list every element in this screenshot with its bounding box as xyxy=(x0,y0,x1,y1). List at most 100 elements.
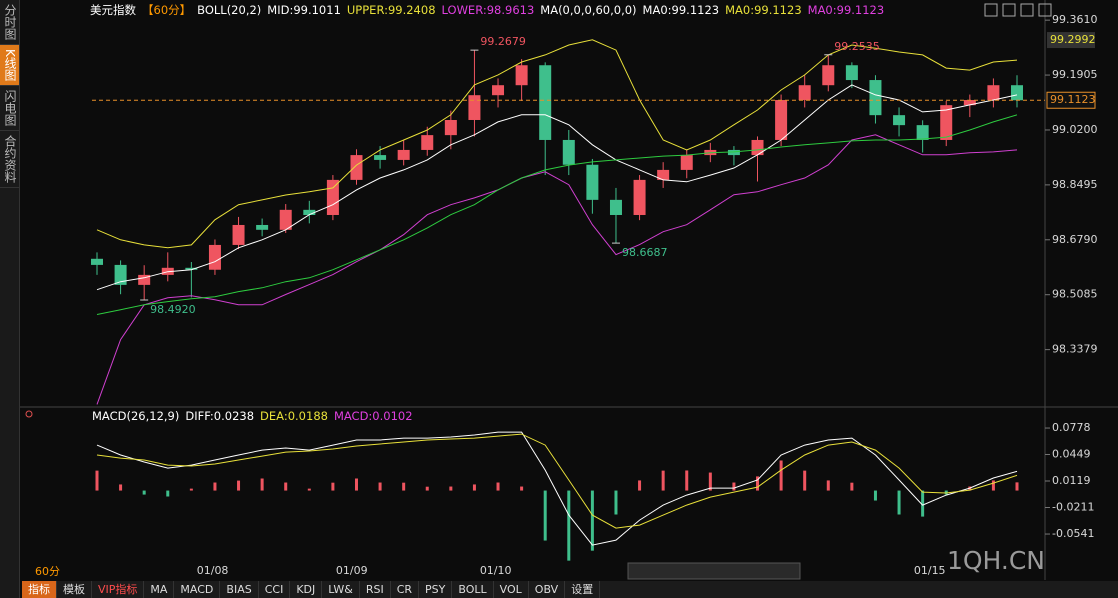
candle-body xyxy=(326,179,339,215)
x-tick-label: 01/08 xyxy=(197,564,229,577)
macd-bar xyxy=(425,486,429,491)
toolbar-button[interactable]: KDJ xyxy=(290,581,323,598)
toolbar-button[interactable]: 模板 xyxy=(57,581,92,598)
candle-body xyxy=(893,115,906,126)
macd-bar xyxy=(614,490,618,515)
header-item: MA0:99.1123 xyxy=(725,3,802,17)
macd-bar xyxy=(284,482,288,491)
candle-body xyxy=(279,209,292,230)
indicator-line xyxy=(96,134,1018,405)
candle-body xyxy=(256,224,269,230)
macd-bar xyxy=(850,482,854,491)
watermark: 1QH.CN xyxy=(947,546,1045,575)
y-tick-label: -0.0211 xyxy=(1052,501,1094,514)
candle-body xyxy=(845,65,858,81)
candle-body xyxy=(421,135,434,150)
macd-bar xyxy=(354,478,358,491)
candle-body xyxy=(138,274,151,285)
y-tick-label: 99.1905 xyxy=(1052,68,1098,81)
header-item: MACD:0.0102 xyxy=(333,409,413,423)
macd-bar xyxy=(95,470,99,491)
indicator-line xyxy=(96,39,1018,249)
candle-body xyxy=(916,125,929,140)
indicator-line xyxy=(96,84,1018,291)
toolbar-button[interactable]: CCI xyxy=(259,581,291,598)
candle-body xyxy=(586,164,599,200)
macd-bar xyxy=(402,482,406,491)
extreme-label: 98.6687 xyxy=(622,246,668,259)
y-tick-label: 98.3379 xyxy=(1052,343,1098,356)
macd-bar xyxy=(779,460,783,491)
side-tab[interactable]: 分时图 xyxy=(0,0,19,45)
sidebar: 分时图 K线图 闪电图 合约资料 xyxy=(0,0,20,598)
y-tick-label: 0.0119 xyxy=(1052,474,1091,487)
side-tab[interactable]: 合约资料 xyxy=(0,131,19,188)
macd-bar xyxy=(708,472,712,491)
y-tick-label: 98.5085 xyxy=(1052,288,1098,301)
candle-body xyxy=(657,169,670,180)
toolbar-button[interactable]: OBV xyxy=(529,581,566,598)
toolbar-button[interactable]: 设置 xyxy=(565,581,601,598)
macd-bar xyxy=(732,482,736,491)
macd-bar xyxy=(661,470,665,491)
toolbar-button[interactable]: BOLL xyxy=(452,581,494,598)
candle-body xyxy=(822,65,835,86)
candle-body xyxy=(987,85,1000,101)
toolbar-button[interactable]: VIP指标 xyxy=(92,581,145,598)
macd-bar xyxy=(237,480,241,491)
candle-body xyxy=(798,85,811,101)
candle-body xyxy=(303,209,316,215)
macd-bar xyxy=(543,490,547,541)
macd-bar xyxy=(496,482,500,491)
header-item: BOLL(20,2) xyxy=(197,3,262,17)
macd-bar xyxy=(307,488,311,491)
price-tag-box xyxy=(1046,91,1096,109)
y-tick-label: -0.0541 xyxy=(1052,527,1094,540)
header-item: MA(0,0,0,60,0,0) xyxy=(540,3,637,17)
header-item: DEA:0.0188 xyxy=(260,409,328,423)
side-tab[interactable]: K线图 xyxy=(0,45,19,86)
x-tick-label: 01/15 xyxy=(914,564,946,577)
macd-bar xyxy=(826,480,830,491)
toolbar-button[interactable]: CR xyxy=(391,581,420,598)
candle-body xyxy=(1011,85,1023,101)
indicator-line xyxy=(96,433,1018,529)
macd-bar xyxy=(472,484,476,491)
header-item: DIFF:0.0238 xyxy=(185,409,255,423)
y-tick-label: 98.6790 xyxy=(1052,233,1098,246)
candle-body xyxy=(869,80,882,116)
candle-body xyxy=(680,155,693,170)
side-tab[interactable]: 闪电图 xyxy=(0,86,19,131)
candle-body xyxy=(374,155,387,160)
macd-header: MACD(26,12,9) DIFF:0.0238 DEA:0.0188 MACD:0… xyxy=(92,409,419,423)
candle-body xyxy=(232,224,245,245)
toolbar-button[interactable]: PSY xyxy=(419,581,453,598)
price-header: 美元指数 【60分】 BOLL(20,2) MID:99.1011 UPPER:99.2… xyxy=(90,2,890,18)
toolbar: 指标 模板 VIP指标 MA MACD BIAS CCI KDJ LW& RSI CR PSY BOLL… xyxy=(22,581,1118,598)
macd-bar xyxy=(567,490,571,561)
y-tick-label: 99.3610 xyxy=(1052,13,1098,26)
candle-body xyxy=(515,65,528,86)
macd-bar xyxy=(119,484,123,491)
toolbar-button[interactable]: VOL xyxy=(494,581,529,598)
toolbar-button[interactable]: 指标 xyxy=(22,581,57,598)
macd-bar xyxy=(449,486,453,491)
y-tick-label: 98.8495 xyxy=(1052,178,1098,191)
candle-body xyxy=(91,258,103,265)
toolbar-button[interactable]: BIAS xyxy=(220,581,259,598)
indicator-line xyxy=(96,114,1018,315)
macd-bar xyxy=(331,482,335,491)
header-item: MA0:99.1123 xyxy=(807,3,885,17)
toolbar-button[interactable]: RSI xyxy=(360,581,391,598)
macd-bar xyxy=(378,482,382,491)
macd-bar xyxy=(166,490,170,497)
candle-body xyxy=(633,179,646,215)
candle-body xyxy=(940,105,953,140)
header-item: MID:99.1011 xyxy=(267,3,341,17)
toolbar-button[interactable]: MA xyxy=(144,581,175,598)
toolbar-button[interactable]: MACD xyxy=(174,581,221,598)
x-tick-label: 01/10 xyxy=(480,564,512,577)
toolbar-button[interactable]: LW& xyxy=(322,581,360,598)
